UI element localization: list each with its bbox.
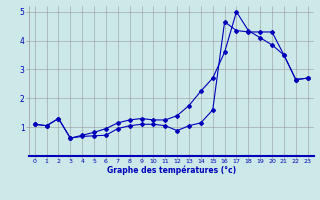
X-axis label: Graphe des températures (°c): Graphe des températures (°c) <box>107 166 236 175</box>
